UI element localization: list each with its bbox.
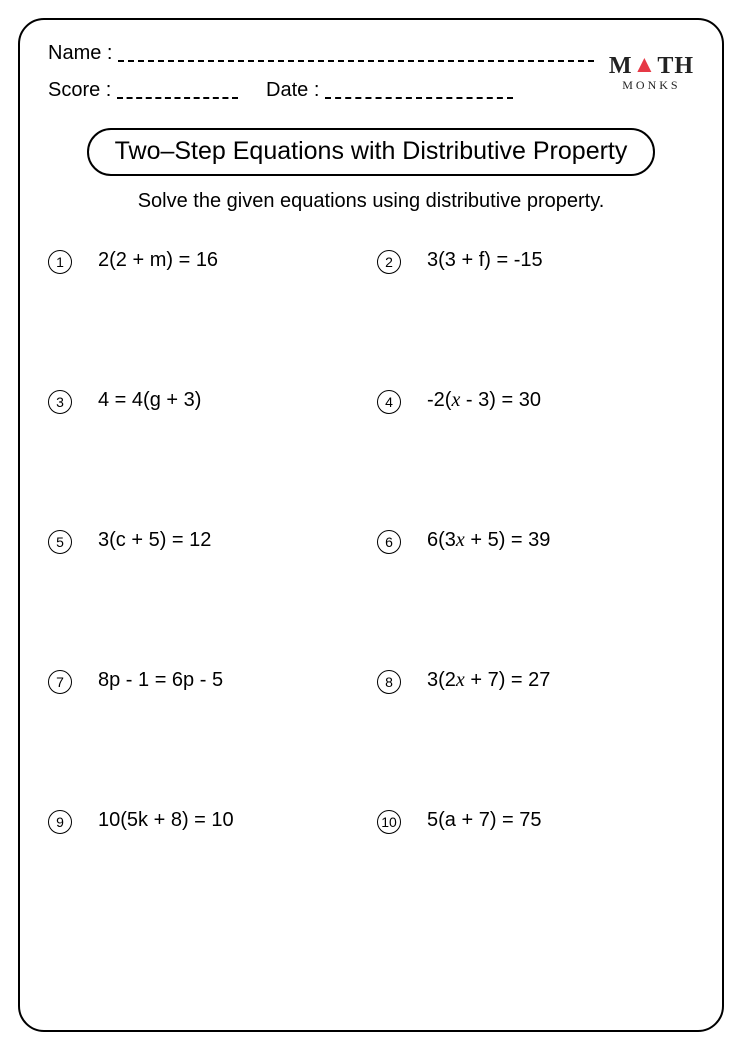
problem-number: 9 <box>48 810 72 834</box>
name-label: Name : <box>48 42 112 65</box>
problem-equation: 10(5k + 8) = 10 <box>98 809 234 832</box>
problem-item: 3 4 = 4(g + 3) <box>48 383 365 523</box>
logo-text-th: TH <box>657 53 694 79</box>
worksheet-sheet: M▲TH MONKS Name : Score : Date : Two–Ste… <box>18 18 724 1032</box>
problem-equation: 2(2 + m) = 16 <box>98 249 218 272</box>
date-label: Date : <box>266 79 319 102</box>
problem-item: 5 3(c + 5) = 12 <box>48 523 365 663</box>
problem-number: 10 <box>377 810 401 834</box>
problem-item: 8 3(2x + 7) = 27 <box>377 663 694 803</box>
name-input-line[interactable] <box>118 60 594 62</box>
problem-equation: 3(3 + f) = -15 <box>427 249 543 272</box>
triangle-icon: ▲ <box>633 53 658 77</box>
name-row: Name : <box>48 42 694 65</box>
problem-equation: 5(a + 7) = 75 <box>427 809 542 832</box>
problems-grid: 1 2(2 + m) = 16 2 3(3 + f) = -15 3 4 = 4(g + … <box>48 243 694 943</box>
problem-number: 4 <box>377 390 401 414</box>
logo-bottom: MONKS <box>609 79 694 91</box>
title-wrap: Two–Step Equations with Distributive Pro… <box>48 128 694 176</box>
problem-equation: 4 = 4(g + 3) <box>98 389 201 412</box>
problem-item: 9 10(5k + 8) = 10 <box>48 803 365 943</box>
score-label: Score : <box>48 79 111 102</box>
logo: M▲TH MONKS <box>609 54 694 91</box>
problem-number: 8 <box>377 670 401 694</box>
problem-number: 7 <box>48 670 72 694</box>
problem-number: 3 <box>48 390 72 414</box>
logo-top: M▲TH <box>609 54 694 78</box>
worksheet-title: Two–Step Equations with Distributive Pro… <box>87 128 656 176</box>
date-input-line[interactable] <box>325 97 513 99</box>
problem-number: 1 <box>48 250 72 274</box>
problem-equation: 3(2x + 7) = 27 <box>427 669 550 692</box>
problem-equation: 8p - 1 = 6p - 5 <box>98 669 223 692</box>
problem-equation: 6(3x + 5) = 39 <box>427 529 550 552</box>
problem-equation: -2(x - 3) = 30 <box>427 389 541 412</box>
problem-item: 6 6(3x + 5) = 39 <box>377 523 694 663</box>
problem-item: 7 8p - 1 = 6p - 5 <box>48 663 365 803</box>
score-date-row: Score : Date : <box>48 79 513 102</box>
problem-item: 10 5(a + 7) = 75 <box>377 803 694 943</box>
problem-item: 1 2(2 + m) = 16 <box>48 243 365 383</box>
problem-item: 2 3(3 + f) = -15 <box>377 243 694 383</box>
problem-number: 5 <box>48 530 72 554</box>
problem-item: 4 -2(x - 3) = 30 <box>377 383 694 523</box>
score-input-line[interactable] <box>117 97 238 99</box>
logo-text-m: M <box>609 53 633 79</box>
problem-number: 2 <box>377 250 401 274</box>
problem-equation: 3(c + 5) = 12 <box>98 529 211 552</box>
problem-number: 6 <box>377 530 401 554</box>
instruction-text: Solve the given equations using distribu… <box>48 190 694 213</box>
